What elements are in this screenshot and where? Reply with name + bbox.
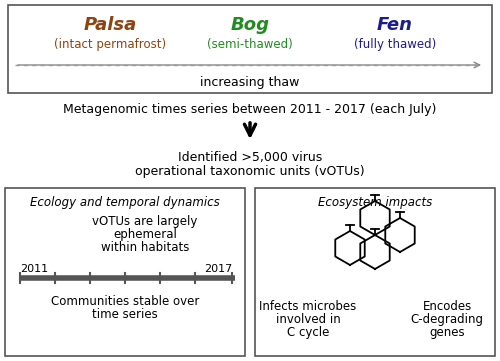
Text: 2011: 2011 (20, 264, 48, 274)
Text: (intact permafrost): (intact permafrost) (54, 38, 166, 51)
Text: 2017: 2017 (204, 264, 232, 274)
Text: involved in: involved in (276, 313, 340, 326)
Text: Infects microbes: Infects microbes (260, 300, 356, 313)
Text: increasing thaw: increasing thaw (200, 76, 300, 89)
Text: vOTUs are largely: vOTUs are largely (92, 215, 198, 228)
FancyBboxPatch shape (8, 5, 492, 93)
Text: Palsa: Palsa (84, 16, 136, 34)
Text: genes: genes (429, 326, 465, 339)
Text: (semi-thawed): (semi-thawed) (207, 38, 293, 51)
Text: within habitats: within habitats (101, 241, 189, 254)
Text: Fen: Fen (377, 16, 413, 34)
Text: time series: time series (92, 308, 158, 321)
Text: Encodes: Encodes (422, 300, 472, 313)
FancyBboxPatch shape (5, 188, 245, 356)
Text: (fully thawed): (fully thawed) (354, 38, 436, 51)
Text: Ecology and temporal dynamics: Ecology and temporal dynamics (30, 196, 220, 209)
Text: Communities stable over: Communities stable over (51, 295, 199, 308)
Text: C-degrading: C-degrading (410, 313, 484, 326)
FancyBboxPatch shape (255, 188, 495, 356)
Text: Identified >5,000 virus: Identified >5,000 virus (178, 151, 322, 164)
Text: C cycle: C cycle (287, 326, 329, 339)
Text: ephemeral: ephemeral (113, 228, 177, 241)
Text: Metagenomic times series between 2011 - 2017 (each July): Metagenomic times series between 2011 - … (64, 103, 436, 116)
Text: Bog: Bog (230, 16, 270, 34)
Text: Ecosystem impacts: Ecosystem impacts (318, 196, 432, 209)
Text: operational taxonomic units (vOTUs): operational taxonomic units (vOTUs) (135, 165, 365, 178)
